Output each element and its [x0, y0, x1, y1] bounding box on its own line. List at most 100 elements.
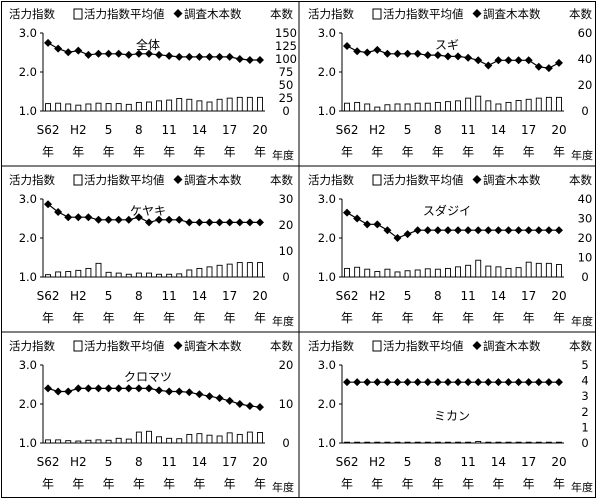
bar-mark	[55, 439, 62, 444]
bar-mark	[465, 97, 472, 112]
line-point	[245, 56, 254, 65]
bar-mark	[475, 95, 482, 112]
x-nen-label: 年	[42, 145, 54, 159]
line-point	[413, 378, 422, 387]
bar-mark	[135, 431, 142, 444]
bar-mark	[65, 103, 72, 112]
line-point	[54, 44, 63, 53]
line-point	[205, 52, 214, 61]
panel-title: ミカン	[434, 409, 470, 423]
panel-title: スギ	[435, 38, 459, 52]
bar-mark	[394, 103, 401, 112]
left-tick-label: 2.0	[318, 231, 336, 245]
bar-mark	[495, 266, 502, 278]
bar-mark	[434, 268, 441, 278]
line-point	[403, 378, 412, 387]
line-point	[134, 49, 143, 58]
line-point	[514, 226, 523, 235]
x-year-label: 8	[434, 455, 442, 469]
legend-line-marker	[472, 175, 482, 184]
legend-line-marker	[472, 341, 482, 350]
line-point	[74, 213, 83, 222]
right-tick-label: 30	[279, 192, 294, 206]
line-point	[104, 384, 113, 393]
legend-bar-label: 活力指数平均値	[383, 339, 464, 353]
bar-mark	[257, 262, 263, 278]
line-point	[393, 378, 402, 387]
line-point	[255, 56, 264, 65]
legend-line-marker	[173, 341, 183, 350]
x-nen-label: 年	[193, 311, 205, 325]
bar-mark	[354, 101, 361, 112]
bar-mark	[404, 441, 411, 444]
x-nen-label: 年	[341, 145, 353, 159]
line-point	[343, 378, 352, 387]
chart-panel-6: 活力指数 活力指数平均値 調査木本数 本数 1.0 2.0 3.0 0 12 34 5 ミカン S62 年…	[308, 339, 593, 494]
bar-mark	[384, 104, 391, 112]
right-tick-label: 10	[279, 244, 294, 258]
bar-mark	[95, 262, 102, 278]
bar-mark	[246, 431, 253, 444]
line-point	[494, 226, 503, 235]
bar-mark	[55, 102, 62, 112]
bar-mark	[125, 103, 132, 112]
bar-mark	[45, 439, 51, 444]
bar-mark	[85, 439, 92, 444]
line-point	[393, 234, 402, 242]
bar-mark	[394, 441, 401, 444]
left-axis-label: 活力指数	[9, 7, 55, 21]
line-point	[255, 218, 264, 227]
line-point	[514, 378, 523, 387]
x-year-label: 5	[105, 289, 113, 303]
right-tick-label: 0	[282, 436, 289, 450]
x-year-label: H2	[369, 289, 386, 303]
line-point	[124, 384, 133, 393]
line-point	[245, 401, 254, 410]
series-line	[47, 42, 260, 61]
left-axis-label: 活力指数	[9, 339, 55, 353]
bar-mark	[186, 98, 193, 112]
bar-mark	[115, 103, 122, 112]
left-tick-label: 3.0	[19, 26, 37, 40]
line-point	[423, 51, 432, 60]
x-year-label: 11	[161, 289, 176, 303]
x-unit-label: 年度	[272, 148, 294, 162]
x-year-label: 20	[551, 455, 566, 469]
right-tick-label: 5	[581, 358, 588, 372]
left-tick-label: 2.0	[318, 65, 336, 79]
bar-mark	[196, 433, 203, 444]
left-tick-label: 2.0	[19, 65, 37, 79]
bar-mark	[156, 100, 162, 112]
x-year-label: 14	[192, 123, 207, 137]
x-year-label: H2	[70, 123, 87, 137]
line-point	[54, 387, 63, 396]
bar-mark	[525, 98, 532, 112]
x-unit-label: 年度	[571, 314, 593, 328]
x-year-label: H2	[70, 289, 87, 303]
bar-mark	[374, 441, 381, 444]
series-line	[47, 387, 261, 408]
bar-mark	[354, 441, 361, 444]
bar-mark	[196, 267, 203, 278]
legend-bar-label: 活力指数平均値	[84, 339, 165, 353]
x-year-label: 8	[434, 289, 442, 303]
line-point	[363, 220, 372, 229]
right-tick-label: 0	[581, 270, 588, 284]
line-point	[144, 49, 153, 58]
right-tick-label: 20	[279, 358, 294, 372]
legend-bar-swatch	[73, 174, 83, 186]
x-nen-label: 年	[523, 145, 535, 159]
x-year-label: S62	[37, 289, 60, 303]
x-nen-label: 年	[432, 311, 444, 325]
x-nen-label: 年	[193, 477, 205, 491]
right-tick-label: 10	[279, 397, 294, 411]
x-year-label: 20	[551, 123, 566, 137]
line-point	[185, 218, 194, 227]
bar-mark	[226, 97, 233, 112]
line-point	[195, 52, 204, 61]
x-year-label: 5	[105, 123, 113, 137]
line-point	[155, 50, 164, 59]
line-point	[84, 213, 93, 222]
x-unit-label: 年度	[571, 480, 593, 494]
legend-line-label: 調査木本数	[483, 7, 541, 21]
